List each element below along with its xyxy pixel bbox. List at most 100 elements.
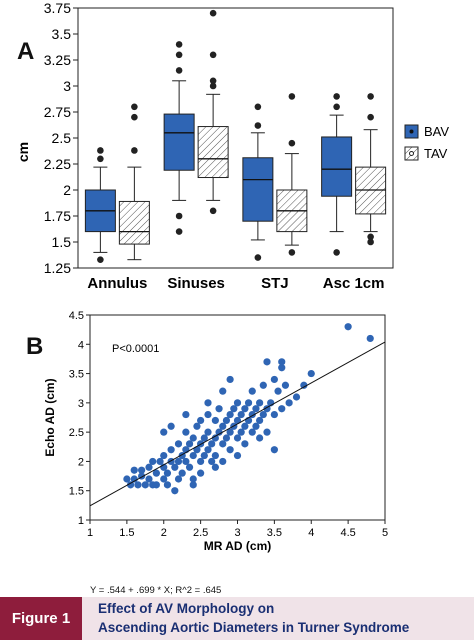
- x-tick-label: 3: [234, 527, 240, 539]
- data-point: [222, 434, 231, 442]
- data-point: [366, 334, 374, 343]
- outlier-point: [254, 254, 262, 261]
- data-point: [163, 469, 172, 477]
- data-point: [174, 475, 183, 483]
- outlier-point: [367, 93, 374, 100]
- outlier-point: [131, 103, 138, 111]
- outlier-point: [209, 9, 217, 17]
- y-tick-label: 4: [78, 339, 84, 351]
- x-tick-label: 3.5: [267, 527, 282, 539]
- data-point: [152, 481, 160, 489]
- data-point: [278, 364, 286, 372]
- x-tick-label: 5: [382, 527, 388, 539]
- outlier-point: [175, 67, 183, 74]
- data-point: [197, 416, 205, 425]
- data-point: [134, 481, 142, 489]
- x-axis-label: MR AD (cm): [204, 539, 272, 553]
- y-tick-label: 2.75: [44, 104, 71, 120]
- data-point: [233, 451, 242, 460]
- y-tick-label: 2.5: [52, 130, 72, 146]
- data-point: [233, 434, 242, 442]
- data-point: [167, 422, 175, 430]
- data-point: [126, 481, 135, 489]
- data-point: [185, 463, 194, 471]
- data-point: [178, 469, 186, 477]
- y-tick-label: 3.25: [44, 52, 71, 68]
- x-tick-label: 4.5: [340, 527, 355, 539]
- x-tick-label: 2.5: [193, 527, 208, 539]
- data-point: [208, 440, 216, 448]
- outlier-point: [175, 41, 183, 48]
- data-point: [278, 405, 286, 413]
- data-point: [219, 457, 227, 466]
- data-point: [263, 428, 271, 436]
- data-point: [197, 457, 205, 466]
- box-bav: [163, 113, 195, 171]
- data-point: [145, 463, 153, 471]
- outlier-point: [209, 207, 217, 215]
- data-point: [248, 387, 256, 395]
- data-point: [204, 446, 212, 454]
- data-point: [200, 451, 208, 460]
- y-tick-label: 1.5: [69, 486, 84, 498]
- outlier-point: [97, 155, 104, 163]
- x-category-label: Sinuses: [167, 275, 225, 292]
- data-point: [189, 451, 197, 460]
- data-point: [130, 475, 138, 483]
- data-point: [193, 422, 201, 430]
- x-tick-label: 1.5: [119, 527, 134, 539]
- data-point: [241, 405, 249, 413]
- figure-label: Figure 1: [0, 597, 82, 640]
- data-point: [252, 405, 260, 413]
- data-point: [222, 416, 231, 425]
- panel-a-letter: A: [17, 38, 35, 65]
- data-point: [248, 428, 256, 436]
- data-point: [182, 428, 190, 436]
- data-point: [204, 410, 212, 419]
- data-point: [204, 428, 212, 436]
- box-bav: [242, 157, 274, 222]
- data-point: [200, 434, 208, 442]
- data-point: [344, 323, 352, 331]
- outlier-point: [367, 233, 374, 241]
- data-point: [163, 481, 172, 489]
- data-point: [171, 487, 179, 495]
- outlier-point: [209, 77, 217, 85]
- data-point: [182, 410, 190, 419]
- data-point: [237, 428, 245, 436]
- data-point: [259, 381, 267, 389]
- data-point: [256, 399, 264, 407]
- y-tick-label: 2.25: [44, 156, 71, 172]
- outlier-point: [288, 139, 296, 147]
- data-point: [189, 434, 197, 442]
- outlier-point: [367, 113, 374, 121]
- data-point: [270, 410, 278, 419]
- data-point: [211, 416, 219, 425]
- data-point: [160, 428, 168, 436]
- data-point: [241, 440, 249, 448]
- y-tick-label: 3.5: [69, 369, 84, 381]
- y-tick-label: 2: [78, 456, 84, 468]
- x-category-label: STJ: [261, 275, 289, 292]
- data-point: [278, 358, 286, 366]
- data-point: [270, 446, 278, 454]
- regression-line: [89, 341, 386, 507]
- data-point: [171, 463, 179, 471]
- data-point: [233, 416, 242, 425]
- data-point: [252, 422, 260, 430]
- data-point: [167, 446, 175, 454]
- data-point: [174, 457, 183, 466]
- box-bav: [321, 136, 353, 197]
- y-tick-label: 3: [63, 78, 71, 94]
- data-point: [292, 393, 301, 401]
- data-point: [281, 381, 290, 389]
- outlier-point: [175, 212, 183, 220]
- regression-equation: Y = .544 + .699 * X; R^2 = .645: [90, 585, 222, 596]
- data-point: [226, 410, 234, 419]
- outlier-point: [131, 113, 138, 121]
- outlier-point: [254, 103, 262, 111]
- data-point: [156, 457, 164, 466]
- data-point: [160, 451, 168, 460]
- outlier-point: [333, 103, 340, 111]
- x-category-label: Asc 1cm: [323, 275, 385, 292]
